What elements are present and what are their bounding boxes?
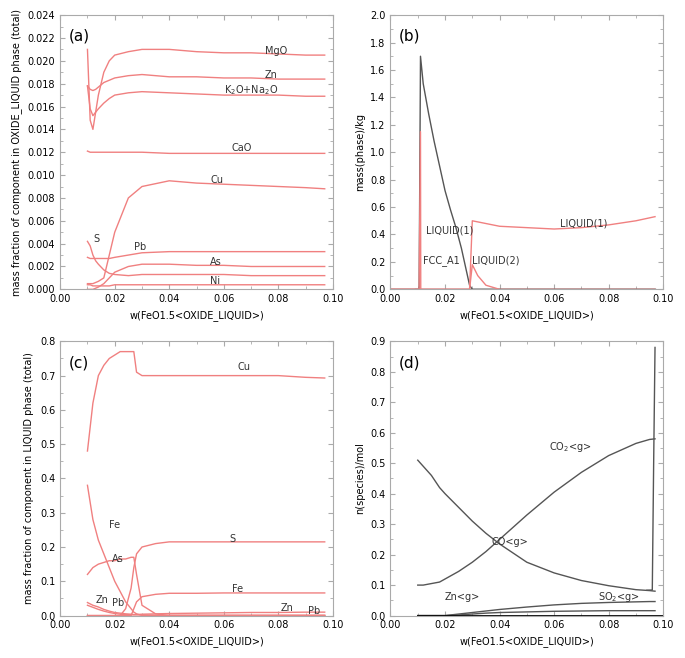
Text: Ni: Ni (210, 276, 221, 286)
Text: LIQUID(2): LIQUID(2) (472, 255, 520, 265)
X-axis label: w(FeO1.5<OXIDE_LIQUID>): w(FeO1.5<OXIDE_LIQUID>) (129, 636, 264, 647)
Text: Pb: Pb (112, 598, 124, 608)
Text: Cu: Cu (210, 175, 223, 185)
Text: S: S (229, 534, 236, 544)
Text: S: S (93, 234, 99, 245)
Text: Fe: Fe (232, 584, 243, 594)
Text: LIQUID(1): LIQUID(1) (426, 225, 473, 235)
Text: Zn<g>: Zn<g> (445, 592, 480, 602)
Text: CO<g>: CO<g> (491, 538, 528, 547)
Text: MgO: MgO (264, 46, 287, 56)
Text: As: As (210, 257, 222, 267)
Text: Pb: Pb (308, 605, 321, 615)
Text: CO$_2$<g>: CO$_2$<g> (549, 440, 591, 453)
Text: CaO: CaO (232, 143, 252, 153)
X-axis label: w(FeO1.5<OXIDE_LIQUID>): w(FeO1.5<OXIDE_LIQUID>) (460, 310, 594, 320)
Y-axis label: n(species)/mol: n(species)/mol (355, 443, 364, 515)
Y-axis label: mass fraction of component in OXIDE_LIQUID phase (total): mass fraction of component in OXIDE_LIQU… (11, 9, 22, 295)
Text: LIQUID(1): LIQUID(1) (560, 219, 607, 229)
Y-axis label: mass(phase)/kg: mass(phase)/kg (355, 113, 364, 191)
Text: FCC_A1: FCC_A1 (423, 255, 460, 266)
Text: (a): (a) (68, 29, 90, 44)
Text: (d): (d) (399, 355, 420, 370)
Text: K$_2$O+Na$_2$O: K$_2$O+Na$_2$O (224, 83, 278, 97)
X-axis label: w(FeO1.5<OXIDE_LIQUID>): w(FeO1.5<OXIDE_LIQUID>) (460, 636, 594, 647)
Text: (c): (c) (68, 355, 88, 370)
Text: Fe: Fe (110, 520, 121, 530)
Text: (b): (b) (399, 29, 420, 44)
Text: Zn: Zn (96, 595, 108, 605)
Y-axis label: mass fraction of component in LIQUID phase (total): mass fraction of component in LIQUID pha… (25, 353, 34, 605)
Text: Zn: Zn (281, 603, 294, 613)
Text: Zn: Zn (264, 70, 277, 80)
Text: SO$_2$<g>: SO$_2$<g> (598, 590, 640, 604)
X-axis label: w(FeO1.5<OXIDE_LIQUID>): w(FeO1.5<OXIDE_LIQUID>) (129, 310, 264, 320)
Text: Cu: Cu (238, 363, 251, 372)
Text: Pb: Pb (134, 243, 146, 253)
Text: As: As (112, 555, 124, 565)
